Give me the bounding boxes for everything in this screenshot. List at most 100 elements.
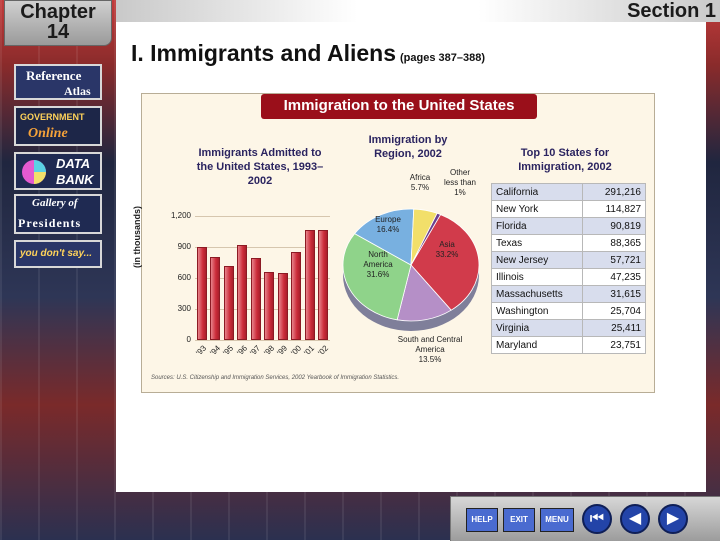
page-range: (pages 387–388)	[399, 52, 485, 64]
state-name: Illinois	[491, 268, 583, 286]
first-page-icon: ⏮	[589, 510, 605, 527]
section-label: Section 1	[627, 0, 716, 22]
reference-atlas-button[interactable]: Reference Atlas	[14, 64, 102, 100]
bar-gridline	[195, 340, 330, 341]
state-name: Washington	[491, 302, 583, 320]
state-name: Texas	[491, 234, 583, 252]
state-value: 23,751	[582, 336, 646, 354]
bar-gridline	[195, 216, 330, 217]
pie-chart-title: Immigration by Region, 2002	[368, 134, 448, 160]
arrow-left-icon: ◀	[628, 510, 642, 527]
gallery-line2: Presidents	[18, 216, 82, 230]
figure-source: Sources: U.S. Citizenship and Immigratio…	[151, 375, 400, 381]
gallery-of-presidents-button[interactable]: Gallery of Presidents	[14, 194, 102, 234]
state-value: 47,235	[582, 268, 646, 286]
bar-gridline	[195, 278, 330, 279]
states-table-title: Top 10 States for Immigration, 2002	[518, 147, 612, 173]
bar	[223, 265, 234, 340]
previous-button[interactable]: ◀	[620, 504, 650, 534]
table-row: New Jersey 57,721	[491, 251, 646, 269]
government-online-line1: GOVERNMENT	[20, 112, 85, 122]
bar	[196, 246, 207, 340]
you-dont-say-label: you don't say...	[20, 248, 93, 259]
page-title: I. Immigrants and Aliens (pages 387–388)	[131, 40, 485, 67]
figure-title: Immigration to the United States	[283, 97, 515, 114]
state-name: Massachusetts	[491, 285, 583, 303]
pie-slice	[410, 214, 480, 311]
bar	[250, 257, 261, 340]
table-row: New York 114,827	[491, 200, 646, 218]
state-name: New York	[491, 200, 583, 218]
pie-slice-label: Other less than 1%	[443, 168, 477, 197]
bar-gridline	[195, 247, 330, 248]
state-value: 25,411	[582, 319, 646, 337]
bar	[237, 245, 248, 340]
state-value: 90,819	[582, 217, 646, 235]
pie-slice-label: Asia 33.2%	[435, 240, 459, 259]
pie-slice-label: South and Central America 13.5%	[397, 335, 463, 364]
pie-slice-label: Europe 16.4%	[375, 215, 401, 234]
table-row: Massachusetts 31,615	[491, 285, 646, 303]
government-online-line2: Online	[28, 126, 68, 141]
bar-y-tick: 0	[186, 335, 191, 344]
chapter-label: Chapter	[20, 1, 96, 23]
state-value: 57,721	[582, 251, 646, 269]
bar-y-tick: 900	[177, 242, 191, 251]
pie-slice	[342, 233, 412, 321]
state-name: New Jersey	[491, 251, 583, 269]
pie-chart	[342, 208, 480, 331]
table-row: Virginia 25,411	[491, 319, 646, 337]
arrow-right-icon: ▶	[666, 510, 680, 527]
gallery-line1: Gallery of	[32, 197, 78, 209]
bar-chart-title: Immigrants Admitted to the United States…	[196, 147, 324, 187]
exit-button[interactable]: EXIT	[503, 508, 535, 532]
bar-chart-ylabel: (in thousands)	[132, 206, 142, 268]
table-row: Illinois 47,235	[491, 268, 646, 286]
you-dont-say-button[interactable]: you don't say...	[14, 240, 102, 268]
page-title-text: I. Immigrants and Aliens	[131, 40, 396, 66]
data-bank-button[interactable]: DATA BANK	[14, 152, 102, 190]
pie-slice	[354, 208, 415, 266]
pie-slice-label: Africa 5.7%	[409, 173, 431, 192]
bar-gridline	[195, 309, 330, 310]
government-online-button[interactable]: GOVERNMENT Online	[14, 106, 102, 146]
bar	[304, 230, 315, 340]
bar	[318, 230, 329, 340]
state-name: Florida	[491, 217, 583, 235]
bar-y-tick: 300	[177, 304, 191, 313]
pie-slice	[410, 212, 442, 266]
chapter-number: 14	[46, 21, 70, 43]
bar	[264, 272, 275, 340]
state-name: California	[491, 183, 583, 201]
pie-chart-icon	[22, 160, 46, 184]
bar	[277, 273, 288, 340]
state-value: 291,216	[582, 183, 646, 201]
menu-button[interactable]: MENU	[540, 508, 574, 532]
next-button[interactable]: ▶	[658, 504, 688, 534]
state-name: Maryland	[491, 336, 583, 354]
state-value: 31,615	[582, 285, 646, 303]
states-table: California 291,216 New York 114,827 Florida 9…	[491, 183, 646, 354]
first-page-button[interactable]: ⏮	[582, 504, 612, 534]
data-bank-line1: DATA	[56, 156, 91, 171]
data-bank-line2: BANK	[56, 172, 94, 187]
pie-slice-label: North America 31.6%	[363, 250, 393, 279]
table-row: Maryland 23,751	[491, 336, 646, 354]
bar	[210, 256, 221, 340]
table-row: Florida 90,819	[491, 217, 646, 235]
table-row: Texas 88,365	[491, 234, 646, 252]
table-row: Washington 25,704	[491, 302, 646, 320]
state-value: 88,365	[582, 234, 646, 252]
state-name: Virginia	[491, 319, 583, 337]
reference-atlas-line1: Reference	[26, 68, 82, 83]
bar-y-tick: 1,200	[170, 211, 191, 220]
state-value: 25,704	[582, 302, 646, 320]
top-band	[116, 0, 720, 22]
chapter-tab[interactable]: Chapter 14	[4, 0, 112, 46]
reference-atlas-line2: Atlas	[64, 84, 91, 98]
bar-y-tick: 600	[177, 273, 191, 282]
table-row: California 291,216	[491, 183, 646, 201]
pie-slice	[396, 264, 452, 322]
help-button[interactable]: HELP	[466, 508, 498, 532]
figure-banner	[261, 94, 537, 119]
